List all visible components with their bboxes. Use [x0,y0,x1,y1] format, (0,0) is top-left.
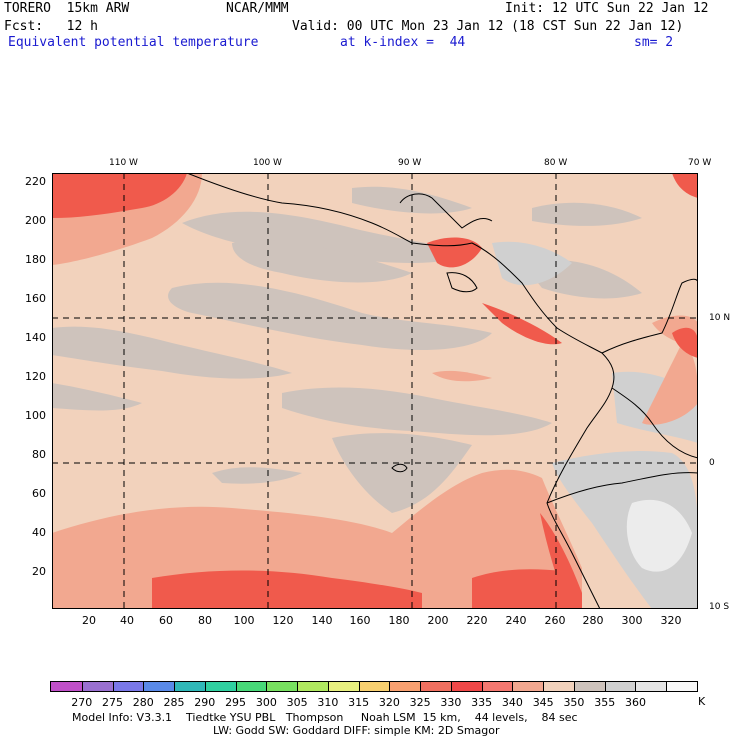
colorbar-swatch [174,682,205,691]
init-time: Init: 12 UTC Sun 22 Jan 12 [505,1,709,16]
x-tick: 260 [544,614,566,627]
model-info: Model Info: V3.3.1 Tiedtke YSU PBL Thomp… [72,711,578,724]
colorbar-swatch [297,682,328,691]
y-tick: 140 [25,331,46,344]
colorbar-swatch [420,682,451,691]
x-tick: 200 [427,614,449,627]
coastlines [186,173,698,609]
red-patches [52,173,698,609]
x-tick: 220 [466,614,488,627]
y-tick: 100 [25,409,46,422]
colorbar-label: 310 [317,696,339,709]
theta-e-map [52,173,698,609]
land-light-patches [626,499,692,572]
colorbar-label: 340 [501,696,523,709]
x-tick: 100 [233,614,255,627]
colorbar-label: 355 [594,696,616,709]
y-tick: 220 [25,175,46,188]
colorbar-swatch [450,682,482,691]
colorbar-label: 335 [471,696,493,709]
lon-label-70w: 70 W [688,158,712,168]
y-tick: 120 [25,370,46,383]
colorbar-swatch [235,682,267,691]
colorbar-swatch [604,682,636,691]
x-tick: 160 [349,614,371,627]
valid-time: Valid: 00 UTC Mon 23 Jan 12 (18 CST Sun … [292,19,684,34]
colorbar-label: 315 [348,696,370,709]
colorbar-label: 305 [286,696,308,709]
graticule [52,173,698,609]
colorbar-swatch [204,682,236,691]
colorbar-swatch [327,682,359,691]
y-tick: 60 [32,487,46,500]
colorbar-label: 270 [71,696,93,709]
colorbar-swatch [666,682,697,691]
colorbar-swatch [358,682,390,691]
y-tick: 180 [25,253,46,266]
x-tick: 80 [198,614,212,627]
colorbar-label: 345 [532,696,554,709]
org-name: NCAR/MMM [226,1,289,16]
lat-label-10n: 10 N [709,313,731,323]
colorbar-label: 295 [225,696,247,709]
colorbar-label: 330 [440,696,462,709]
x-tick: 120 [272,614,294,627]
colorbar-swatch [481,682,513,691]
lat-label-0: 0 [709,458,715,468]
colorbar-unit: K [698,695,706,708]
colorbar-swatch [543,682,574,691]
colorbar-label: 300 [255,696,277,709]
x-tick: 40 [120,614,134,627]
y-tick: 160 [25,292,46,305]
colorbar-swatch [389,682,421,691]
forecast-hour: Fcst: 12 h [4,19,98,34]
model-physics: LW: Godd SW: Goddard DIFF: simple KM: 2D… [213,724,500,737]
grey-patches [52,186,642,513]
colorbar-label: 360 [624,696,646,709]
lon-label-100w: 100 W [253,158,282,168]
lon-label-80w: 80 W [544,158,568,168]
x-tick: 300 [621,614,643,627]
colorbar-swatch [143,682,175,691]
colorbar-label: 280 [132,696,154,709]
x-tick: 240 [505,614,527,627]
x-tick: 180 [388,614,410,627]
y-tick: 20 [32,565,46,578]
colorbar-label: 275 [102,696,124,709]
smoothing: sm= 2 [634,35,674,50]
field-name: Equivalent potential temperature [8,35,259,50]
map-frame [52,173,698,609]
colorbar-swatch [573,682,605,691]
colorbar-label: 285 [163,696,185,709]
lat-label-10s: 10 S [709,602,730,612]
y-tick: 80 [32,448,46,461]
colorbar-swatch [112,682,144,691]
colorbar-swatch [81,682,113,691]
lon-label-90w: 90 W [398,158,422,168]
colorbar-label: 350 [563,696,585,709]
level-index: at k-index = 44 [340,35,466,50]
colorbar-swatch [635,682,667,691]
colorbar-label: 325 [409,696,431,709]
y-tick: 40 [32,526,46,539]
x-tick: 280 [582,614,604,627]
colorbar-label: 290 [194,696,216,709]
colorbar-swatch [512,682,544,691]
colorbar-label: 320 [378,696,400,709]
x-tick: 140 [311,614,333,627]
x-tick: 60 [159,614,173,627]
colorbar [50,681,698,692]
colorbar-swatch [51,682,82,691]
x-tick: 320 [660,614,682,627]
x-tick: 20 [82,614,96,627]
y-tick: 200 [25,214,46,227]
model-name: TORERO 15km ARW [4,1,130,16]
lon-label-110w: 110 W [109,158,138,168]
colorbar-swatch [266,682,298,691]
